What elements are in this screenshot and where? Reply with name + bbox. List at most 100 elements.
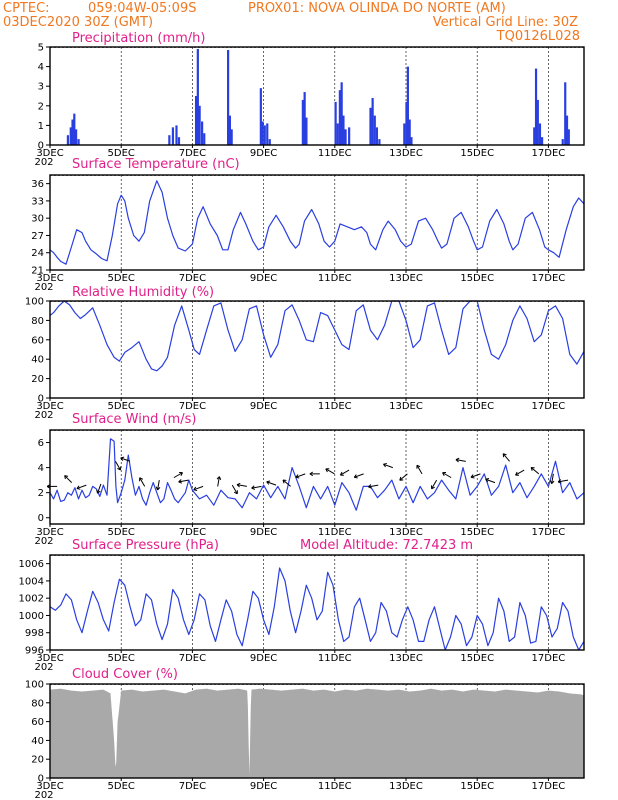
precip-bar <box>369 107 372 145</box>
precip-bar <box>228 115 231 145</box>
wind-arrow-head <box>178 479 183 484</box>
header-grid-line-info: Vertical Grid Line: 30Z <box>433 15 578 30</box>
precip-bar <box>74 129 78 145</box>
wind-arrow-head <box>179 471 183 476</box>
wind-arrow <box>217 476 220 487</box>
precip-xtick-label: 3DEC <box>36 148 63 159</box>
precip-bar <box>375 127 379 145</box>
temp-xtick-label: 5DEC <box>108 273 135 284</box>
precip-bar <box>194 96 198 145</box>
wind-ytick-label: 2 <box>38 488 44 499</box>
precip-bar <box>77 139 80 145</box>
wind-arrow-head <box>295 474 300 479</box>
wind-arrow-head <box>339 471 344 476</box>
wind-arrow-head <box>383 462 387 468</box>
temp-title: Surface Temperature (nC) <box>72 157 240 172</box>
precip-bar <box>168 135 171 145</box>
rh-ytick-label: 100 <box>25 297 44 308</box>
pres-ytick-label: 1004 <box>19 576 44 587</box>
wind-arrow-head <box>193 486 198 492</box>
cloud-ytick-label: 20 <box>31 755 44 766</box>
rh-year-sublabel: 202 <box>34 410 53 421</box>
pres-ytick-label: 998 <box>25 628 44 639</box>
precip-bar <box>203 133 206 145</box>
temp-xtick-label: 7DEC <box>179 273 206 284</box>
precip-bar <box>201 121 204 145</box>
rh-xtick-label: 15DEC <box>460 401 494 412</box>
cloud-xtick-label: 11DEC <box>318 781 352 792</box>
wind-arrow-head <box>416 464 421 469</box>
temp-xtick-label: 13DEC <box>389 273 423 284</box>
precip-bar <box>408 119 411 145</box>
wind-arrow <box>325 468 335 475</box>
wind-arrow <box>282 479 291 487</box>
wind-arrow-head <box>485 477 490 483</box>
cloud-xtick-label: 17DEC <box>532 781 566 792</box>
precip-bar <box>334 101 337 145</box>
temp-ytick-label: 33 <box>31 196 44 207</box>
wind-xtick-label: 5DEC <box>108 527 135 538</box>
precip-title: Precipitation (mm/h) <box>72 31 205 46</box>
cloud-ytick-label: 100 <box>25 680 44 691</box>
wind-arrow <box>431 479 438 490</box>
rh-xtick-label: 5DEC <box>108 401 135 412</box>
wind-frame <box>49 429 585 525</box>
pres-ytick-label: 996 <box>25 646 44 657</box>
wind-arrow-head <box>251 485 256 490</box>
wind-arrow-head <box>117 466 122 471</box>
precip-bar <box>538 123 542 145</box>
wind-arrow <box>76 484 87 490</box>
precip-bar <box>378 139 381 145</box>
wind-xtick-label: 11DEC <box>318 527 352 538</box>
wind-arrow <box>470 473 481 478</box>
precip-bar <box>71 119 74 145</box>
wind-ytick-label: 0 <box>38 513 44 524</box>
temp-ytick-label: 27 <box>31 231 44 242</box>
temp-ytick-label: 21 <box>31 266 44 277</box>
precip-bar <box>73 113 76 145</box>
wind-arrow-head <box>309 471 314 477</box>
wind-title: Surface Wind (m/s) <box>72 412 196 427</box>
wind-arrow-head <box>236 482 241 488</box>
cloud-ytick-label: 40 <box>31 736 44 747</box>
pres-annotation: Model Altitude: 72.7423 m <box>300 538 473 553</box>
precip-xtick-label: 7DEC <box>179 148 206 159</box>
cloud-ytick-label: 0 <box>38 774 44 785</box>
wind-xtick-label: 17DEC <box>532 527 566 538</box>
precip-bar <box>405 101 408 145</box>
cloud-ytick-label: 60 <box>31 717 44 728</box>
pres-ytick-label: 1006 <box>19 559 44 570</box>
precip-bar <box>342 115 345 145</box>
pres-xtick-label: 7DEC <box>179 653 206 664</box>
wind-arrow-head <box>282 479 287 484</box>
precip-ytick-label: 0 <box>38 141 44 152</box>
precip-bar <box>406 66 409 145</box>
wind-arrow <box>530 467 540 475</box>
wind-arrow <box>515 469 525 476</box>
wind-arrow-head <box>139 477 144 482</box>
precip-xtick-label: 13DEC <box>389 148 423 159</box>
wind-arrow <box>354 473 364 478</box>
temp-year-sublabel: 202 <box>34 282 53 293</box>
temp-frame <box>49 174 585 271</box>
precip-ytick-label: 5 <box>38 43 44 54</box>
pres-series-line <box>49 567 585 651</box>
precip-bar <box>344 129 347 145</box>
pres-xtick-label: 11DEC <box>318 653 352 664</box>
cloud-area <box>50 688 584 778</box>
temp-xtick-label: 15DEC <box>460 273 494 284</box>
precip-bar <box>371 97 374 145</box>
wind-arrow <box>231 484 238 495</box>
wind-arrow <box>485 478 496 484</box>
wind-xtick-label: 9DEC <box>250 527 277 538</box>
wind-arrow-head <box>557 479 562 484</box>
wind-arrow <box>551 473 554 484</box>
wind-arrow-head <box>46 484 51 489</box>
precip-bar <box>336 123 339 145</box>
rh-xtick-label: 11DEC <box>318 401 352 412</box>
wind-xtick-label: 15DEC <box>460 527 494 538</box>
wind-year-sublabel: 202 <box>34 536 53 547</box>
precip-bar <box>305 117 308 145</box>
precip-xtick-label: 17DEC <box>532 148 566 159</box>
precip-bar <box>175 125 178 145</box>
